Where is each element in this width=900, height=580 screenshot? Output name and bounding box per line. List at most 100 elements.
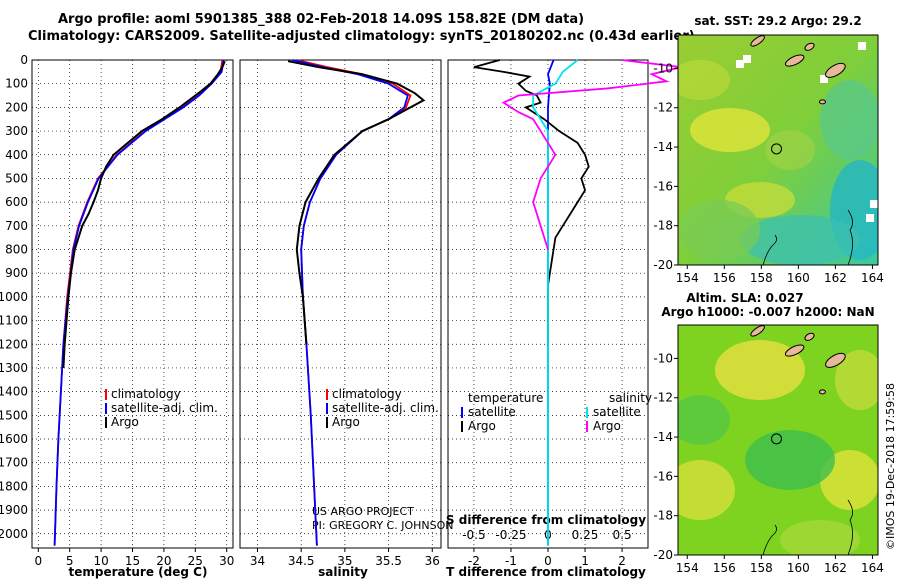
- series-line-s-satellite: [532, 59, 579, 546]
- credit-line2: PI: GREGORY C. JOHNSON: [312, 519, 453, 532]
- x-tick-label: 1: [581, 554, 589, 568]
- map-frame: [677, 324, 879, 556]
- y-tick-label: 0: [20, 53, 28, 67]
- map-x-tick-label: 156: [713, 561, 736, 575]
- y-tick-label: 300: [5, 124, 28, 138]
- legend-label: satellite: [468, 405, 516, 419]
- y-tick-label: 200: [5, 100, 28, 114]
- x-tick-label: 10: [93, 554, 108, 568]
- sst-anomaly-patch: [740, 215, 860, 265]
- legend-title: temperature: [468, 391, 543, 405]
- sla-anomaly-patch: [835, 350, 878, 410]
- map-x-tick-label: 160: [787, 561, 810, 575]
- map-layer-sst: [678, 35, 878, 265]
- x-tick-label: -1: [505, 554, 517, 568]
- sla-anomaly-patch: [678, 395, 730, 445]
- sla-anomaly-patch: [745, 430, 835, 490]
- y-tick-label: 100: [5, 77, 28, 91]
- reef-contour: [847, 499, 853, 555]
- credit-line1: US ARGO PROJECT: [312, 505, 414, 518]
- y-tick-label: 1800: [0, 479, 28, 493]
- land-island: [784, 54, 805, 67]
- x-tick-label: 34.5: [288, 554, 315, 568]
- x-tick-label: 34: [250, 554, 265, 568]
- map-frame: [677, 34, 879, 266]
- x-tick-label: 25: [188, 554, 203, 568]
- y-tick-label: 1100: [0, 314, 28, 328]
- y-tick-label: 800: [5, 243, 28, 257]
- x-tick-label: -2: [468, 554, 480, 568]
- x-tick-label: 35: [337, 554, 352, 568]
- map-x-tick-label: 154: [676, 561, 699, 575]
- missing-pixel: [743, 55, 751, 63]
- legend-label: satellite: [593, 405, 641, 419]
- map-y-tick-label: -12: [653, 101, 673, 115]
- map-x-tick-label: 158: [750, 271, 773, 285]
- map-y-tick-label: -18: [653, 509, 673, 523]
- sst-anomaly-patch: [690, 108, 770, 152]
- map-y-tick-label: -10: [653, 61, 673, 75]
- map-x-tick-label: 164: [861, 271, 884, 285]
- series-line-argo: [62, 60, 226, 369]
- map-y-tick-label: -10: [653, 351, 673, 365]
- x-tick-label: 20: [156, 554, 171, 568]
- x-tick-label: 30: [219, 554, 234, 568]
- x-tick-label: 0: [34, 554, 42, 568]
- x-tick-label: 15: [125, 554, 140, 568]
- series-line-satellite-adj-clim-: [292, 59, 409, 546]
- s-tick-label: 0.25: [572, 528, 599, 542]
- sal-xlabel: salinity: [318, 565, 368, 579]
- x-tick-label: 0: [544, 554, 552, 568]
- temp-xlabel: temperature (deg C): [69, 565, 208, 579]
- map-y-tick-label: -14: [653, 430, 673, 444]
- map-y-tick-label: -16: [653, 179, 673, 193]
- y-tick-label: 1000: [0, 290, 28, 304]
- y-tick-label: 400: [5, 148, 28, 162]
- missing-pixel: [820, 75, 828, 83]
- diff-xlabel: T difference from climatology: [446, 565, 646, 579]
- series-line-argo: [287, 60, 426, 345]
- x-tick-label: 2: [618, 554, 626, 568]
- reef-contour: [762, 234, 777, 265]
- legend-label: climatology: [332, 387, 402, 401]
- missing-pixel: [870, 200, 878, 208]
- land-island: [784, 344, 805, 357]
- sst-anomaly-patch: [820, 80, 878, 160]
- map-y-tick-label: -20: [653, 548, 673, 562]
- sla-map-title: Altim. SLA: 0.027: [686, 291, 803, 305]
- legend-label: satellite-adj. clim.: [111, 401, 218, 415]
- sst-map-title: sat. SST: 29.2 Argo: 29.2: [694, 14, 861, 28]
- s-tick-label: 0.5: [613, 528, 632, 542]
- land-island: [804, 42, 815, 51]
- argo-location-marker: [771, 433, 783, 445]
- diff-xlabel-top: S difference from climatology: [446, 513, 646, 527]
- land-island: [825, 352, 846, 368]
- map-x-tick-label: 158: [750, 561, 773, 575]
- series-line-t-argo: [473, 59, 590, 345]
- y-tick-label: 1900: [0, 503, 28, 517]
- sst-anomaly-patch: [680, 200, 760, 260]
- y-tick-label: 1300: [0, 361, 28, 375]
- y-tick-label: 500: [5, 171, 28, 185]
- sla-map-subtitle: Argo h1000: -0.007 h2000: NaN: [661, 305, 874, 319]
- missing-pixel: [858, 42, 866, 50]
- y-tick-label: 1700: [0, 456, 28, 470]
- y-tick-label: 1400: [0, 385, 28, 399]
- map-y-tick-label: -20: [653, 258, 673, 272]
- missing-pixel: [736, 60, 744, 68]
- legend-label: Argo: [111, 415, 139, 429]
- y-tick-label: 1200: [0, 337, 28, 351]
- s-tick-label: -0.25: [495, 528, 526, 542]
- legend-label: Argo: [332, 415, 360, 429]
- map-x-tick-label: 162: [824, 271, 847, 285]
- series-line-s-argo: [501, 59, 682, 250]
- map-x-tick-label: 164: [861, 561, 884, 575]
- y-tick-label: 900: [5, 266, 28, 280]
- sla-anomaly-patch: [715, 340, 805, 400]
- map-y-tick-label: -12: [653, 391, 673, 405]
- x-tick-label: 5: [66, 554, 74, 568]
- land-island: [750, 325, 765, 337]
- chart-title-line1: Argo profile: aoml 5901385_388 02-Feb-20…: [58, 12, 585, 27]
- y-tick-label: 1600: [0, 432, 28, 446]
